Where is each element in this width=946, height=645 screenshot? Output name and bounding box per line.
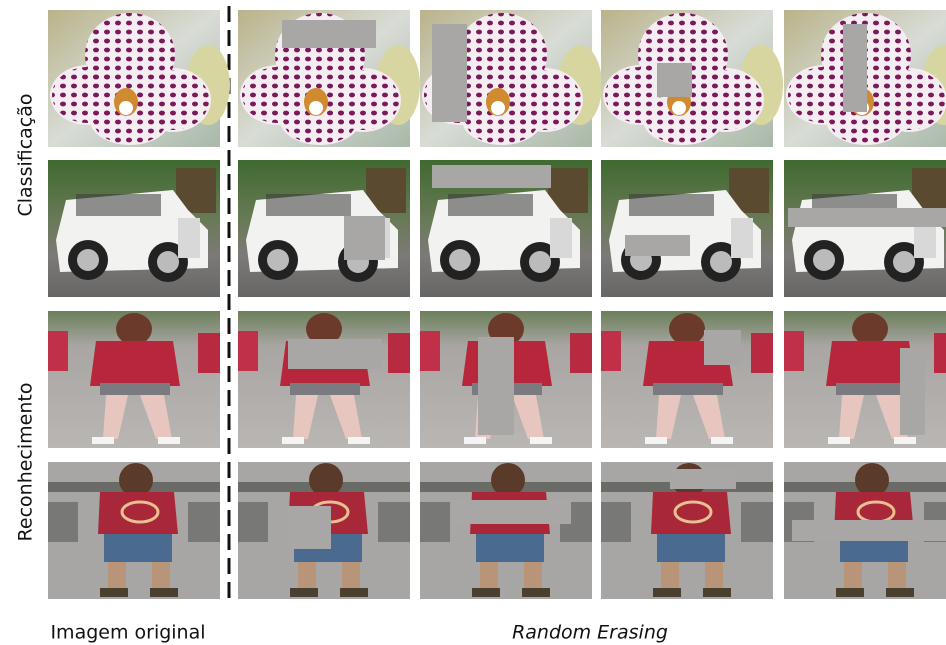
erased-patch: [478, 337, 514, 435]
image-tile: [238, 311, 410, 448]
row-label: Classificação: [15, 93, 37, 216]
image-grid: [48, 10, 946, 599]
erased-patch: [670, 469, 736, 489]
figure: Classificação Reconhecimento Imagem orig…: [0, 0, 946, 645]
erased-patch: [843, 24, 867, 112]
image-tile: [48, 311, 220, 448]
image-tile: [420, 462, 592, 599]
erased-patch: [657, 63, 692, 97]
erased-patch: [288, 339, 382, 369]
image-tile: [48, 10, 230, 147]
erased-patch: [432, 165, 551, 188]
image-tile: [48, 462, 220, 599]
image-tile: [48, 160, 220, 297]
original-label: Imagem original: [50, 622, 205, 644]
page: Classificação Reconhecimento Imagem orig…: [0, 0, 946, 645]
erased-patch: [788, 208, 946, 227]
erased-patch: [451, 500, 571, 524]
image-tile: [784, 160, 946, 297]
row-label: Reconhecimento: [15, 383, 37, 542]
method-label: Random Erasing: [512, 622, 668, 644]
erased-patch: [900, 348, 925, 435]
image-tile: [601, 311, 773, 448]
erased-patch: [282, 20, 376, 48]
erased-patch: [625, 235, 690, 256]
erased-patch: [792, 520, 946, 541]
erased-patch: [288, 506, 331, 549]
erased-patch: [344, 216, 385, 260]
image-tile: [601, 160, 773, 297]
erased-patch: [432, 24, 467, 122]
erased-patch: [704, 330, 741, 365]
